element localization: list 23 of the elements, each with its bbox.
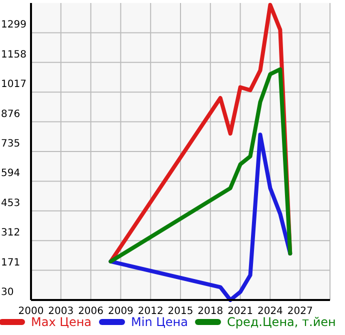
y-tick-label: 1158	[1, 49, 26, 60]
y-tick-label: 876	[1, 108, 20, 120]
x-tick-label: 2015	[168, 306, 194, 317]
x-tick-label: 2024	[257, 306, 283, 317]
x-tick-label: 2006	[78, 306, 104, 317]
x-tick-label: 2021	[228, 306, 254, 317]
y-tick-label: 453	[1, 198, 20, 209]
legend-label: Min Цена	[131, 315, 188, 329]
x-tick-label: 2000	[18, 306, 44, 317]
legend-label: Max Цена	[31, 315, 92, 329]
y-tick-label: 30	[1, 287, 14, 298]
x-tick-label: 2009	[108, 306, 134, 317]
y-tick-label: 171	[1, 257, 20, 268]
y-tick-label: 312	[1, 228, 20, 239]
y-tick-label: 1017	[1, 79, 26, 90]
y-tick-label: 594	[1, 168, 20, 180]
x-tick-label: 2027	[287, 306, 313, 317]
x-tick-label: 2003	[48, 306, 74, 317]
y-tick-label: 735	[1, 138, 20, 150]
x-tick-label: 2012	[138, 306, 164, 317]
y-tick-label: 1299	[1, 20, 26, 31]
legend-label: Сред.Цена, т.йен	[227, 315, 336, 329]
x-tick-label: 2018	[198, 306, 224, 317]
